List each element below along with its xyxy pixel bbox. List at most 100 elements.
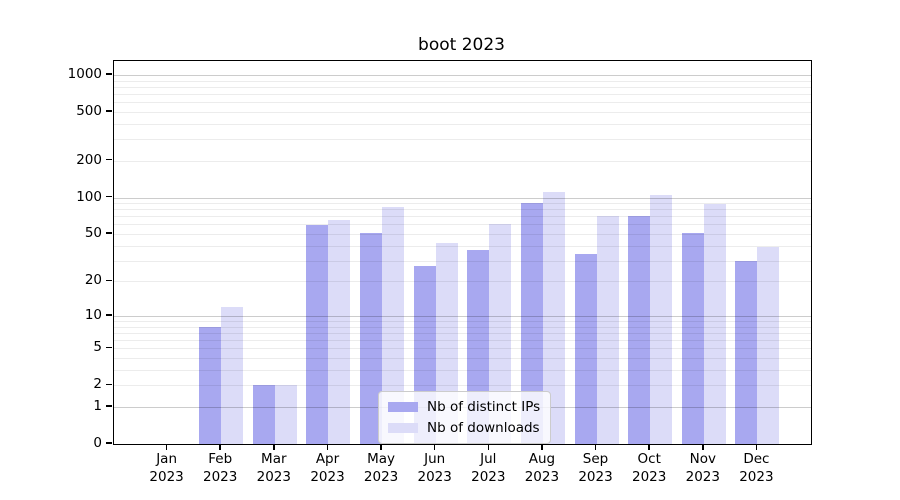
x-tick-label-sep-2023: Sep 2023	[578, 451, 613, 485]
y-tick-mark-1000	[106, 73, 112, 75]
bar-nb-of-downloads-sep-2023	[596, 216, 619, 444]
y-tick-label-2: 2	[93, 376, 102, 393]
y-tick-label-200: 200	[76, 151, 102, 168]
x-tick-label-oct-2023: Oct 2023	[632, 451, 667, 485]
bar-nb-of-distinct-ips-apr-2023	[306, 225, 329, 444]
bar-nb-of-downloads-may-2023	[382, 206, 405, 444]
bar-nb-of-downloads-dec-2023	[757, 246, 780, 444]
x-tick-mark-aug-2023	[541, 445, 543, 450]
bar-nb-of-downloads-oct-2023	[650, 195, 673, 444]
y-tick-label-100: 100	[76, 188, 102, 205]
y-tick-label-0: 0	[93, 435, 102, 451]
gridline-500	[114, 111, 811, 113]
bar-nb-of-downloads-apr-2023	[328, 220, 351, 444]
bar-nb-of-downloads-aug-2023	[542, 191, 565, 444]
x-tick-mark-oct-2023	[648, 445, 650, 450]
y-tick-mark-5	[106, 346, 112, 349]
y-tick-label-1: 1	[93, 398, 102, 414]
bar-nb-of-downloads-mar-2023	[274, 385, 297, 444]
gridline-70	[114, 216, 811, 218]
gridline-4	[114, 358, 811, 359]
gridline-100	[114, 197, 811, 199]
legend-label: Nb of distinct IPs	[427, 399, 541, 415]
bar-nb-of-distinct-ips-mar-2023	[252, 385, 275, 444]
gridline-10	[114, 315, 811, 317]
legend-swatch-nb-of-distinct-ips	[388, 402, 418, 412]
x-tick-mark-feb-2023	[219, 445, 221, 450]
x-tick-mark-jan-2023	[165, 445, 168, 450]
x-tick-mark-apr-2023	[326, 445, 329, 450]
legend: Nb of distinct IPs Nb of downloads	[378, 391, 552, 444]
y-tick-label-500: 500	[76, 102, 102, 119]
bar-nb-of-distinct-ips-sep-2023	[574, 254, 597, 444]
gridline-5	[114, 348, 811, 350]
y-tick-mark-500	[106, 110, 112, 112]
gridline-7	[114, 332, 811, 334]
gridline-9	[114, 321, 811, 322]
x-tick-mark-sep-2023	[594, 445, 597, 450]
gridline-600	[114, 102, 811, 104]
y-tick-label-5: 5	[93, 339, 102, 356]
y-tick-mark-50	[106, 232, 112, 234]
chart-title: boot 2023	[418, 35, 505, 55]
x-tick-mark-dec-2023	[755, 445, 758, 450]
legend-row-nb-of-distinct-ips: Nb of distinct IPs	[388, 399, 540, 415]
bars-layer	[114, 61, 811, 444]
y-tick-label-20: 20	[84, 272, 102, 289]
grid-layer	[114, 61, 811, 444]
gridline-400	[114, 123, 811, 125]
x-tick-mark-may-2023	[380, 445, 382, 450]
y-tick-mark-0	[106, 442, 112, 444]
legend-row-nb-of-downloads: Nb of downloads	[388, 420, 540, 436]
bar-nb-of-downloads-feb-2023	[221, 307, 244, 444]
gridline-20	[114, 281, 811, 283]
bar-nb-of-distinct-ips-nov-2023	[681, 232, 704, 444]
x-tick-label-feb-2023: Feb 2023	[203, 451, 238, 485]
gridline-1000	[114, 74, 811, 76]
bar-nb-of-downloads-jul-2023	[489, 223, 512, 444]
gridline-800	[114, 86, 811, 88]
x-tick-label-nov-2023: Nov 2023	[685, 451, 720, 485]
x-tick-label-aug-2023: Aug 2023	[524, 451, 560, 485]
gridline-60	[114, 224, 811, 226]
bar-nb-of-distinct-ips-may-2023	[360, 232, 383, 444]
gridline-300	[114, 139, 811, 141]
gridline-700	[114, 94, 811, 95]
bar-nb-of-distinct-ips-feb-2023	[199, 326, 222, 444]
x-tick-label-dec-2023: Dec 2023	[739, 451, 774, 485]
gridline-200	[114, 160, 811, 162]
gridline-900	[114, 80, 811, 82]
x-tick-label-jul-2023: Jul 2023	[471, 451, 506, 485]
x-tick-label-jan-2023: Jan 2023	[149, 451, 184, 485]
gridline-8	[114, 326, 811, 328]
bar-nb-of-distinct-ips-oct-2023	[628, 216, 651, 444]
bar-nb-of-downloads-nov-2023	[703, 204, 726, 444]
y-tick-mark-200	[106, 158, 112, 161]
y-tick-label-50: 50	[84, 225, 102, 241]
x-tick-mark-nov-2023	[702, 445, 704, 450]
x-tick-mark-jun-2023	[433, 445, 436, 450]
gridline-40	[114, 245, 811, 247]
x-tick-label-apr-2023: Apr 2023	[310, 451, 345, 485]
gridline-50	[114, 234, 811, 235]
y-tick-mark-10	[106, 314, 112, 316]
gridline-6	[114, 340, 811, 342]
gridline-90	[114, 203, 811, 204]
bar-nb-of-distinct-ips-dec-2023	[735, 260, 758, 444]
y-tick-mark-2	[106, 383, 112, 386]
x-tick-mark-jul-2023	[487, 445, 490, 450]
y-tick-label-10: 10	[84, 306, 102, 323]
x-tick-label-mar-2023: Mar 2023	[256, 451, 291, 485]
x-tick-mark-mar-2023	[273, 445, 275, 450]
y-tick-mark-100	[106, 195, 112, 198]
gridline-2	[114, 385, 811, 387]
x-tick-label-may-2023: May 2023	[363, 451, 399, 485]
legend-label: Nb of downloads	[427, 420, 540, 436]
gridline-3	[114, 369, 811, 371]
legend-swatch-nb-of-downloads	[388, 423, 418, 433]
plot-area	[113, 60, 812, 445]
y-tick-mark-20	[106, 279, 112, 282]
gridline-80	[114, 209, 811, 211]
y-tick-mark-1	[106, 405, 112, 407]
